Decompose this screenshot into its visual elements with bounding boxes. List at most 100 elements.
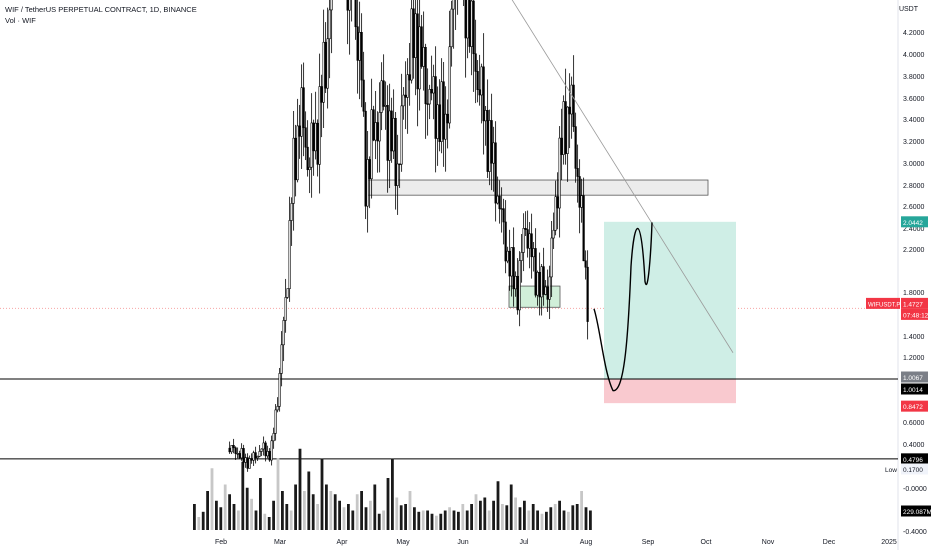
candle [234, 447, 237, 454]
candle [388, 110, 391, 161]
trendline [511, 0, 734, 353]
volume-bar [320, 458, 324, 530]
candle [576, 168, 579, 177]
candle [516, 275, 519, 311]
target-price-tag: 2.0442 [901, 216, 928, 228]
candle [390, 110, 393, 152]
candle [270, 440, 273, 461]
volume-bar [206, 491, 209, 530]
volume-bar [567, 511, 570, 530]
x-axis-label: Dec [823, 539, 836, 546]
candle [288, 220, 291, 289]
y-axis-tick-label: 3.0000 [903, 161, 925, 168]
volume-tag: 229.087M [901, 505, 932, 517]
candle [570, 84, 573, 115]
candle [272, 433, 275, 442]
candle [316, 122, 319, 165]
candle [408, 74, 411, 81]
candle [254, 452, 257, 459]
low-line-tag-bg [901, 453, 928, 465]
volume-bar [496, 481, 500, 530]
candle [418, 26, 421, 90]
y-axis-tick-label: -0.4000 [903, 529, 927, 536]
candle [314, 122, 317, 152]
candle [324, 41, 327, 89]
volume-bar [373, 484, 377, 530]
volume-bar [487, 510, 491, 530]
candle [266, 451, 269, 457]
candle [538, 272, 541, 298]
candle [276, 406, 279, 411]
candle [564, 101, 567, 154]
stop-price-tag-text: 0.8472 [903, 404, 923, 411]
volume-bar [479, 500, 482, 530]
x-axis-label: Oct [701, 539, 712, 546]
candle [310, 122, 313, 168]
candle [474, 53, 477, 72]
candle [520, 252, 523, 261]
candle [292, 137, 295, 204]
candle [228, 447, 231, 453]
candle [494, 142, 497, 204]
volume-bar [276, 458, 280, 530]
candle [258, 451, 261, 457]
candle [434, 76, 437, 139]
candle [536, 272, 539, 296]
current-price-tag: 1.4727 [901, 297, 928, 309]
volume-bar [514, 497, 517, 530]
candle [370, 109, 373, 180]
volume-bar [294, 484, 297, 530]
candle [472, 0, 475, 55]
candle [264, 442, 267, 457]
volume-bar [545, 511, 548, 530]
currency-label[interactable]: USDT [898, 6, 918, 13]
x-axis-label: Feb [215, 539, 227, 546]
volume-bar [215, 500, 218, 530]
low-line-tag: 0.4796 [901, 453, 928, 465]
candle [500, 208, 503, 210]
candle [414, 13, 417, 58]
candle [486, 110, 489, 172]
volume-bar [553, 504, 557, 530]
volume-bar [540, 513, 544, 530]
x-axis-label: Nov [762, 539, 775, 546]
candle [372, 109, 375, 141]
volume-bar [329, 491, 333, 530]
countdown-tag-bg [901, 308, 928, 320]
candle [398, 163, 401, 166]
current-price-tag-text: 1.4727 [903, 301, 923, 308]
candle [552, 229, 555, 239]
candle [480, 66, 483, 96]
candle [300, 87, 303, 137]
candle [470, 0, 473, 47]
stop-price-tag-bg [901, 400, 928, 412]
candle [574, 126, 577, 169]
candle [322, 41, 325, 103]
volume-bar [399, 505, 403, 530]
candle [450, 8, 453, 48]
candle [424, 46, 427, 105]
candle [252, 452, 255, 461]
volume-bar [501, 504, 504, 530]
candle [376, 122, 379, 142]
candle [512, 247, 515, 290]
volume-bar [386, 478, 390, 530]
volume-bar [360, 491, 363, 530]
level-a-tag-text: 1.0067 [903, 375, 923, 382]
candle [546, 286, 549, 300]
candle [404, 94, 407, 98]
candle [466, 0, 469, 39]
candle [328, 9, 331, 40]
volume-bar [549, 507, 553, 530]
candle [584, 260, 587, 268]
x-axis-label: May [396, 539, 410, 546]
symbol-tag: WIFUSDT.P [866, 297, 900, 309]
target-price-tag-text: 2.0442 [903, 220, 923, 227]
volume-bar [364, 507, 368, 530]
y-axis-tick-label: 1.2000 [903, 355, 925, 362]
x-axis-label: Jul [520, 539, 529, 546]
volume-bar [571, 505, 575, 530]
x-axis-label: Aug [580, 539, 593, 546]
